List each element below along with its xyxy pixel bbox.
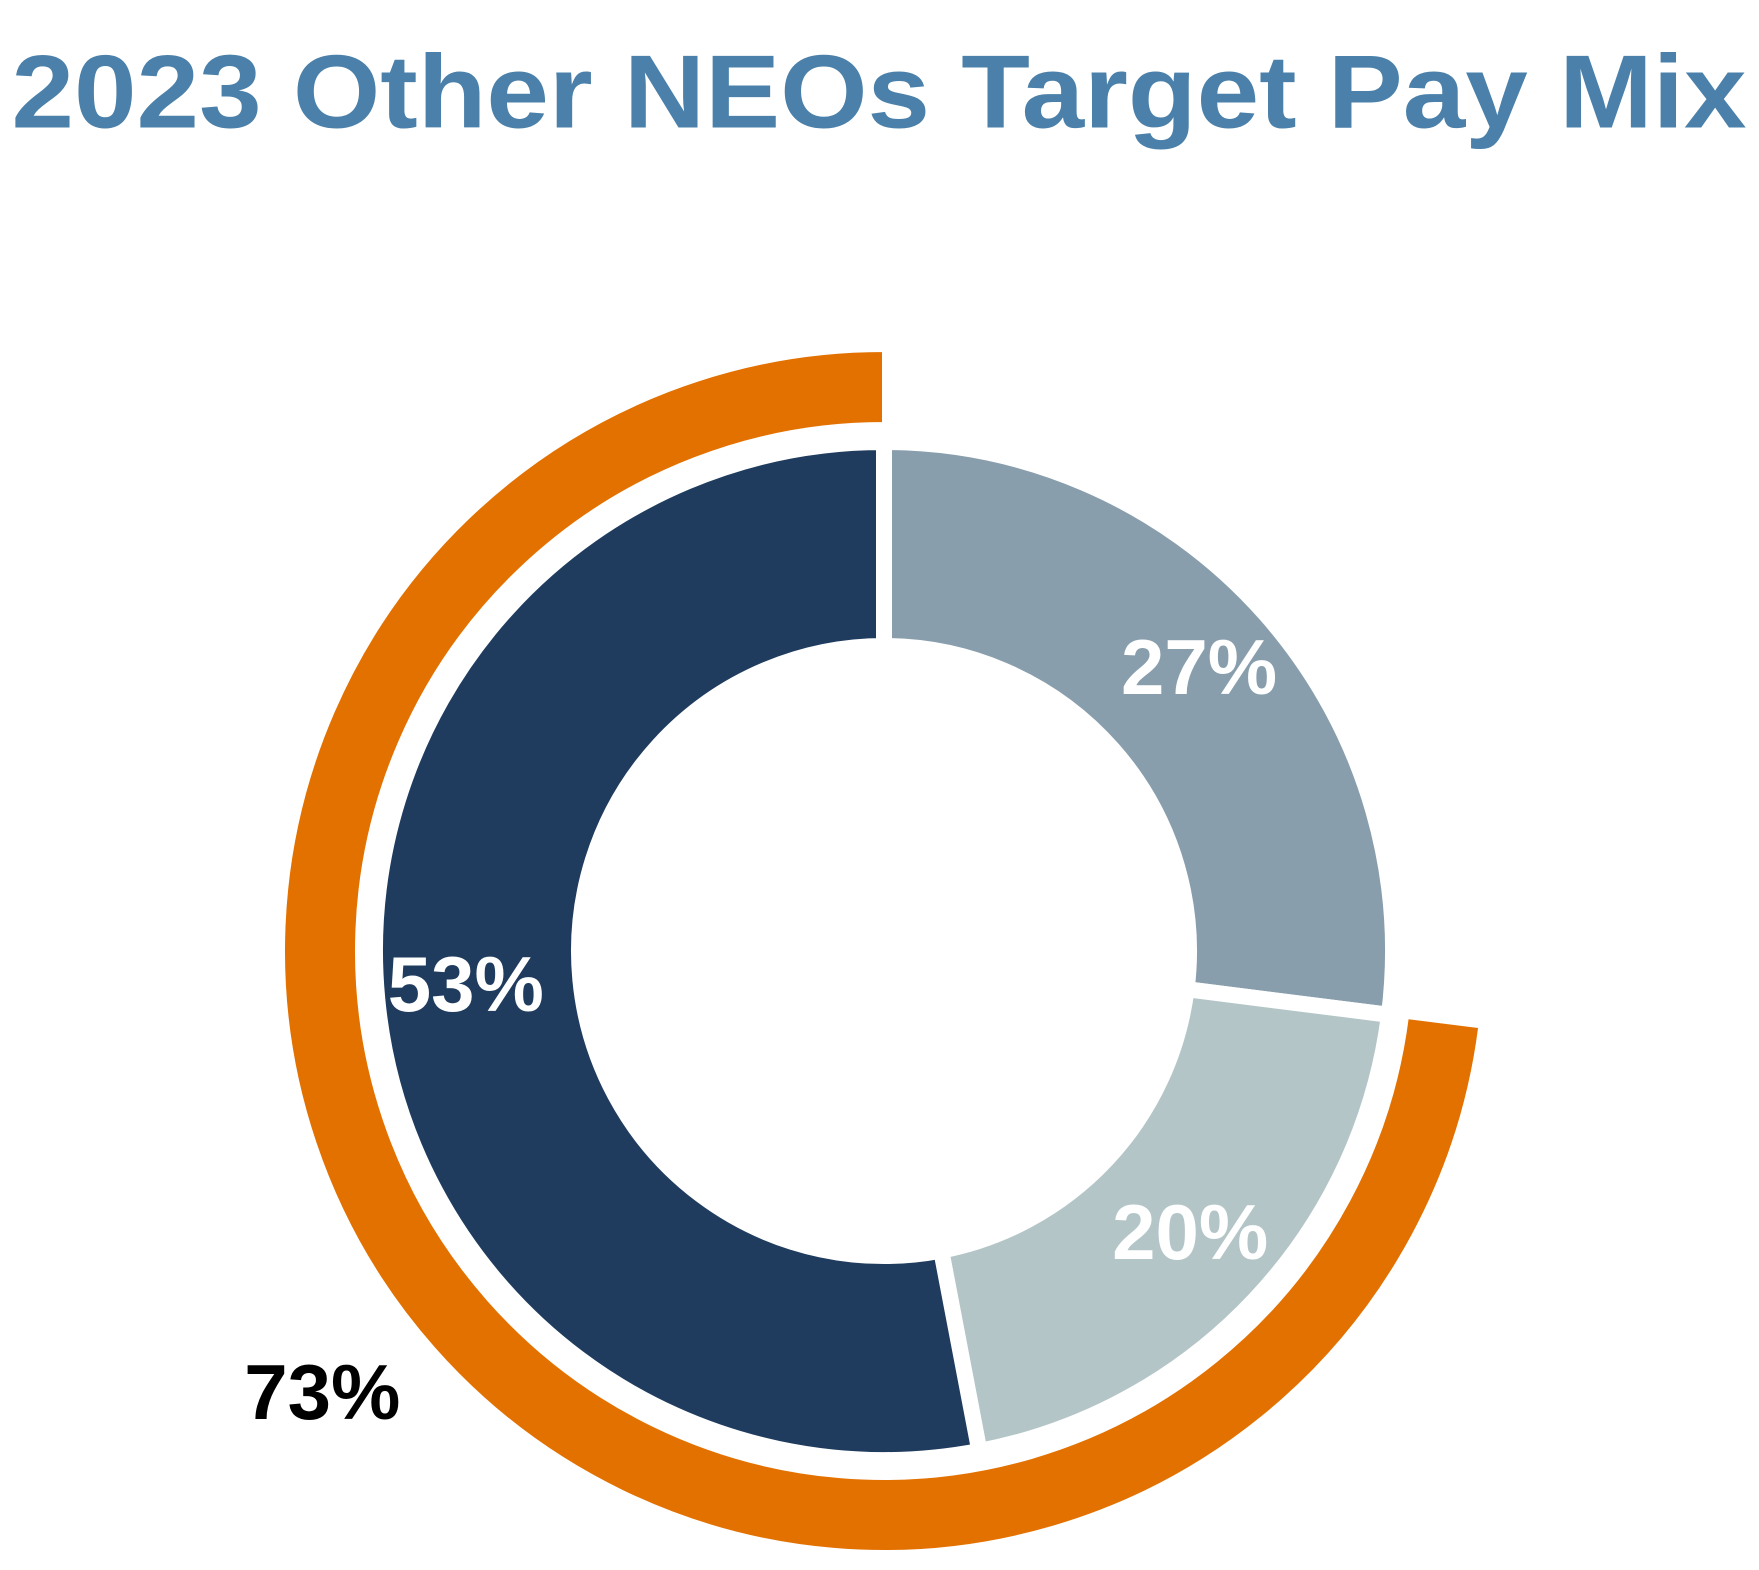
- doughnut-segment: [931, 980, 1398, 1461]
- chart-title: 2023 Other NEOs Target Pay Mix: [12, 34, 1747, 150]
- data-label: 20%: [1112, 1188, 1268, 1276]
- data-label: 73%: [244, 1348, 400, 1436]
- data-label: 27%: [1121, 623, 1277, 711]
- data-label: 53%: [388, 940, 544, 1028]
- doughnut-segment: [366, 433, 989, 1468]
- doughnut-segment: [876, 433, 1401, 1024]
- outer-arc: [281, 347, 1483, 1554]
